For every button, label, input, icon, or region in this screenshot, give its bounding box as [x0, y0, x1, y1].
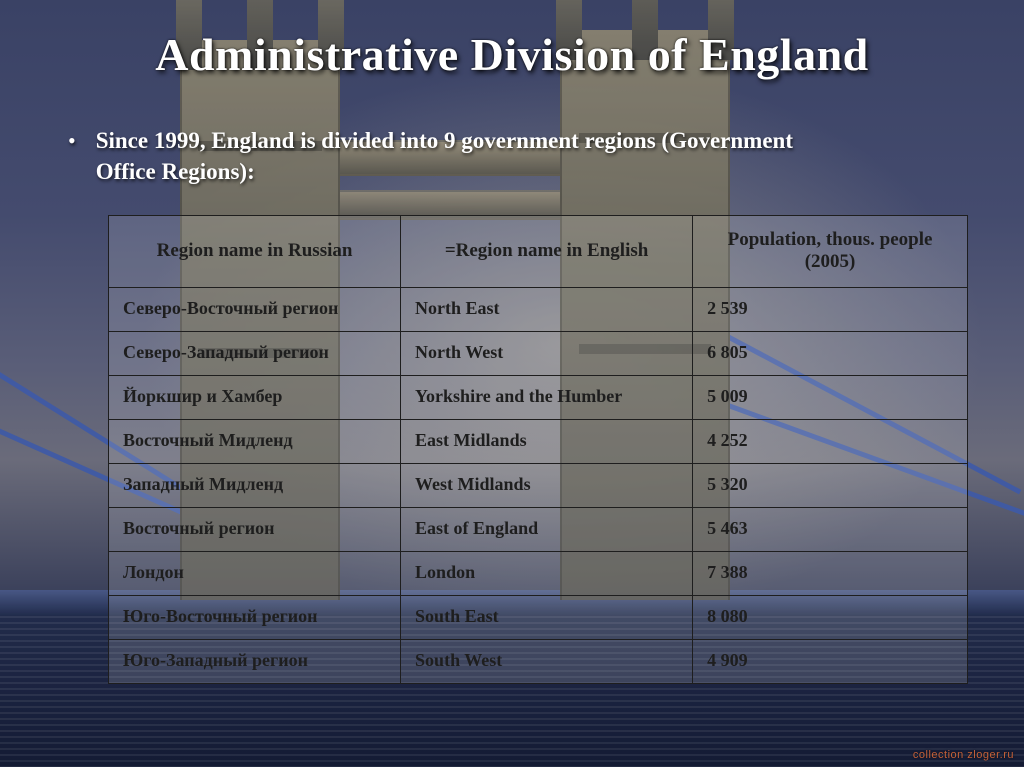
- bullet-marker: •: [68, 127, 76, 155]
- col-header-english: =Region name in English: [401, 216, 693, 288]
- cell-population: 5 320: [693, 464, 968, 508]
- cell-russian: Западный Мидленд: [109, 464, 401, 508]
- table-row: Восточный Мидленд East Midlands 4 252: [109, 420, 968, 464]
- cell-english: North East: [401, 288, 693, 332]
- table-header-row: Region name in Russian =Region name in E…: [109, 216, 968, 288]
- cell-population: 8 080: [693, 596, 968, 640]
- cell-russian: Северо-Западный регион: [109, 332, 401, 376]
- table-row: Лондон London 7 388: [109, 552, 968, 596]
- table-row: Йоркшир и Хамбер Yorkshire and the Humbe…: [109, 376, 968, 420]
- cell-english: London: [401, 552, 693, 596]
- table-body: Северо-Восточный регион North East 2 539…: [109, 288, 968, 684]
- table-row: Восточный регион East of England 5 463: [109, 508, 968, 552]
- cell-english: West Midlands: [401, 464, 693, 508]
- cell-russian: Восточный Мидленд: [109, 420, 401, 464]
- cell-population: 7 388: [693, 552, 968, 596]
- col-header-russian: Region name in Russian: [109, 216, 401, 288]
- cell-english: South East: [401, 596, 693, 640]
- slide-content: Administrative Division of England • Sin…: [0, 0, 1024, 767]
- cell-population: 4 909: [693, 640, 968, 684]
- table-row: Юго-Восточный регион South East 8 080: [109, 596, 968, 640]
- cell-english: East of England: [401, 508, 693, 552]
- cell-russian: Восточный регион: [109, 508, 401, 552]
- cell-population: 5 463: [693, 508, 968, 552]
- cell-english: East Midlands: [401, 420, 693, 464]
- regions-table-container: Region name in Russian =Region name in E…: [108, 215, 968, 684]
- table-row: Северо-Восточный регион North East 2 539: [109, 288, 968, 332]
- regions-table: Region name in Russian =Region name in E…: [108, 215, 968, 684]
- cell-russian: Юго-Восточный регион: [109, 596, 401, 640]
- cell-russian: Юго-Западный регион: [109, 640, 401, 684]
- watermark-text: collection zloger.ru: [913, 749, 1014, 761]
- cell-population: 5 009: [693, 376, 968, 420]
- cell-population: 4 252: [693, 420, 968, 464]
- cell-english: South West: [401, 640, 693, 684]
- slide-title: Administrative Division of England: [64, 28, 960, 81]
- col-header-population: Population, thous. people (2005): [693, 216, 968, 288]
- table-row: Юго-Западный регион South West 4 909: [109, 640, 968, 684]
- cell-english: North West: [401, 332, 693, 376]
- cell-russian: Лондон: [109, 552, 401, 596]
- table-row: Западный Мидленд West Midlands 5 320: [109, 464, 968, 508]
- cell-population: 6 805: [693, 332, 968, 376]
- bullet-item: • Since 1999, England is divided into 9 …: [64, 125, 960, 187]
- cell-russian: Йоркшир и Хамбер: [109, 376, 401, 420]
- cell-russian: Северо-Восточный регион: [109, 288, 401, 332]
- table-row: Северо-Западный регион North West 6 805: [109, 332, 968, 376]
- cell-population: 2 539: [693, 288, 968, 332]
- slide-subtitle: Since 1999, England is divided into 9 go…: [96, 125, 856, 187]
- cell-english: Yorkshire and the Humber: [401, 376, 693, 420]
